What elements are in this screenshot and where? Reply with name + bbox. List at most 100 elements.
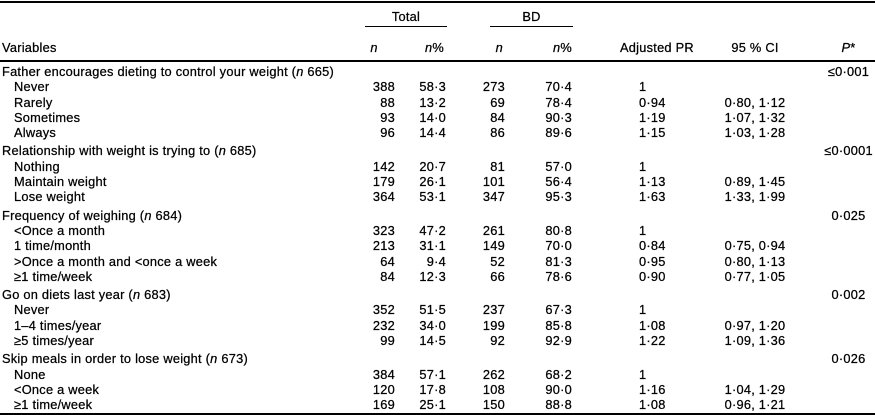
total-n-cell: 88	[380, 94, 395, 110]
group-label-text: Skip meals in order to lose weight (	[2, 351, 211, 367]
total-pct-cell: 57·1	[419, 366, 446, 382]
group-label-text: 685)	[226, 143, 257, 159]
spanner-spacer	[700, 2, 810, 27]
total-pct-cell: 25·1	[419, 397, 446, 413]
adjusted-pr-cell: 1	[639, 366, 647, 382]
bd-pct-cell: 56·4	[545, 174, 572, 190]
p-empty-cell	[810, 125, 875, 140]
variable-row: None 384 57·1 262 68·2 1	[0, 367, 875, 382]
variable-label: Always	[14, 125, 57, 141]
adjusted-pr-cell: 1·16	[639, 381, 666, 397]
total-pct-cell: 53·1	[419, 189, 446, 205]
variable-label: <Once a week	[14, 381, 100, 397]
bd-n-cell: 199	[482, 317, 505, 333]
p-empty-cell	[810, 333, 875, 348]
total-pct-cell: 14·5	[419, 333, 446, 349]
column-header-bd-n: n	[447, 27, 506, 62]
p-empty-cell	[810, 95, 875, 110]
adjusted-pr-cell: 0·94	[639, 94, 666, 110]
column-header-ci: 95 % CI	[700, 27, 810, 62]
p-empty-cell	[810, 318, 875, 333]
p-value-cell: ≤0·0001	[824, 143, 873, 159]
p-value-cell: 0·025	[831, 207, 866, 223]
adjusted-pr-cell: 1·08	[639, 397, 666, 413]
total-n-cell: 169	[372, 397, 395, 413]
total-n-cell: 99	[380, 333, 395, 349]
adjusted-pr-cell: 1·63	[639, 189, 666, 205]
ci-cell	[700, 159, 810, 174]
spanner-spacer	[810, 2, 875, 27]
adjusted-pr-cell: 1·08	[639, 317, 666, 333]
total-n-cell: 323	[372, 222, 395, 238]
ci-cell: 1·04, 1·29	[724, 381, 786, 397]
adjusted-pr-cell: 1·19	[639, 109, 666, 125]
p-value-cell: 0·026	[831, 351, 866, 367]
p-empty-cell	[810, 110, 875, 125]
variable-label: ≥1 time/week	[14, 397, 93, 413]
ci-cell: 0·77, 1·05	[724, 268, 786, 284]
bd-n-cell: 347	[482, 189, 505, 205]
variable-label: Never	[14, 79, 50, 95]
variable-row: 1 time/month 213 31·1 149 70·0 0·84 0·75, 0·94	[0, 238, 875, 253]
bd-n-cell: 92	[490, 333, 505, 349]
total-n-cell: 142	[372, 158, 395, 174]
bd-pct-cell: 90·0	[545, 381, 572, 397]
total-pct-cell: 13·2	[419, 94, 446, 110]
bd-n-cell: 108	[482, 381, 505, 397]
bd-pct-cell: 70·4	[545, 79, 572, 95]
total-pct-cell: 17·8	[419, 381, 446, 397]
group-n-symbol: n	[296, 64, 304, 79]
group-label-text: 665)	[303, 64, 334, 79]
pct-symbol: %	[432, 40, 444, 55]
bd-pct-cell: 68·2	[545, 366, 572, 382]
adjusted-pr-cell: 1·13	[639, 174, 666, 190]
variable-label: Sometimes	[14, 109, 81, 125]
variable-label: Maintain weight	[14, 174, 107, 190]
p-empty-cell	[810, 159, 875, 174]
total-n-cell: 84	[380, 268, 395, 284]
p-empty-cell	[810, 269, 875, 284]
total-pct-cell: 14·0	[419, 109, 446, 125]
column-header-total-n: n	[352, 27, 396, 62]
bd-n-cell: 66	[490, 268, 505, 284]
group-label-text: 673)	[217, 351, 248, 367]
group-n-symbol: n	[144, 207, 152, 223]
bd-pct-cell: 88·8	[545, 397, 572, 413]
total-n-cell: 93	[380, 109, 395, 125]
ci-cell: 1·07, 1·32	[724, 109, 786, 125]
bd-n-cell: 81	[490, 158, 505, 174]
column-header-row: Variables n n% n n% Adjusted PR 95 % CI …	[0, 27, 875, 62]
bd-n-cell: 101	[482, 174, 505, 190]
bd-n-cell: 69	[490, 94, 505, 110]
variable-group-row: Skip meals in order to lose weight (n 67…	[0, 348, 875, 366]
variable-group-label: Frequency of weighing (n 684)	[0, 205, 810, 223]
variable-group-label: Relationship with weight is trying to (n…	[0, 140, 810, 158]
spanner-row: Total BD	[0, 2, 875, 27]
bd-n-cell: 84	[490, 109, 505, 125]
variable-row: ≥1 time/week 169 25·1 150 88·8 1·08 0·96, 1·21	[0, 397, 875, 413]
adjusted-pr-cell: 0·84	[639, 238, 666, 254]
p-empty-cell	[810, 79, 875, 94]
group-label-text: 684)	[151, 207, 183, 223]
variable-group-row: Relationship with weight is trying to (n…	[0, 140, 875, 158]
variable-row: ≥5 times/year 99 14·5 92 92·9 1·22 1·09, 1·36	[0, 333, 875, 348]
total-n-cell: 64	[380, 253, 395, 269]
total-pct-cell: 12·3	[419, 268, 446, 284]
variable-label: ≥5 times/year	[14, 333, 94, 349]
bd-n-cell: 261	[482, 222, 505, 238]
bd-pct-cell: 57·0	[545, 158, 572, 174]
total-n-cell: 388	[372, 79, 395, 95]
group-label-text: Go on diets last year (	[2, 287, 133, 303]
bd-pct-cell: 81·3	[545, 253, 572, 269]
total-pct-cell: 34·0	[419, 317, 446, 333]
ci-cell: 0·96, 1·21	[724, 397, 786, 413]
variable-label: None	[14, 366, 46, 382]
total-pct-cell: 31·1	[419, 238, 446, 254]
bd-pct-cell: 80·8	[545, 222, 572, 238]
total-n-cell: 364	[372, 189, 395, 205]
total-pct-cell: 14·4	[419, 125, 446, 141]
group-label-text: 683)	[140, 287, 171, 303]
bd-n-cell: 273	[482, 79, 505, 95]
ci-cell	[700, 223, 810, 238]
